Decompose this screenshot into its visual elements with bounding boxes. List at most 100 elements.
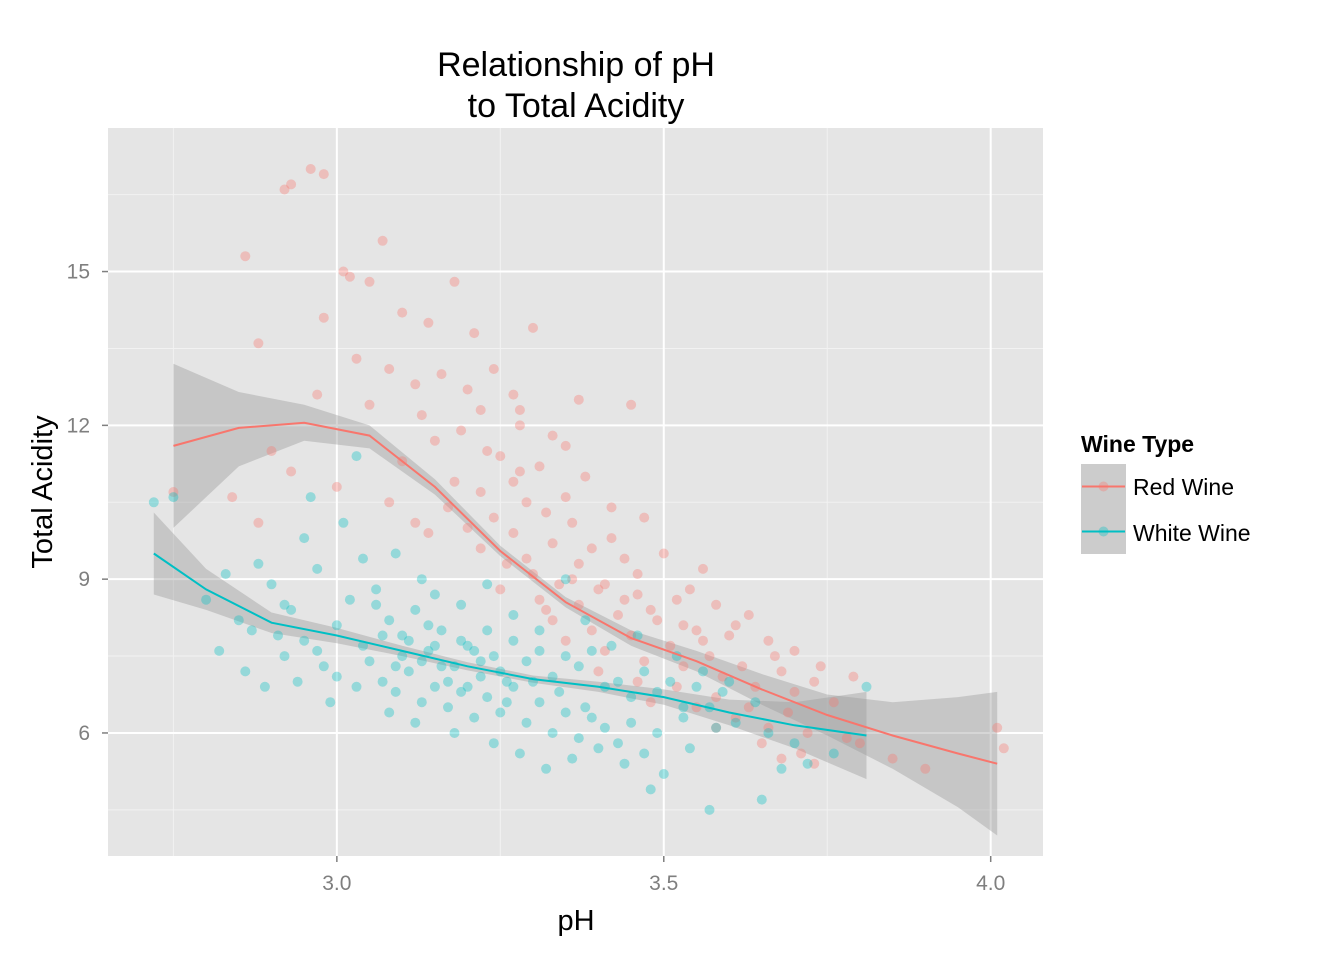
point-red-wine-28 (475, 405, 486, 415)
point-red-wine-62 (613, 610, 623, 620)
point-white-wine-120 (652, 686, 663, 697)
point-red-wine-128 (567, 517, 578, 528)
point-red-wine-107 (482, 446, 493, 456)
point-red-wine-93 (763, 722, 774, 733)
point-white-wine-10 (214, 645, 225, 656)
y-tick-label-6: 6 (78, 722, 90, 745)
point-red-wine-15 (253, 338, 264, 349)
point-red-wine-1 (286, 179, 297, 190)
point-red-wine-19 (488, 364, 499, 374)
point-white-wine-133 (560, 651, 571, 662)
point-white-wine-20 (384, 615, 395, 626)
point-white-wine-81 (351, 681, 362, 692)
point-white-wine-52 (652, 728, 663, 738)
point-red-wine-74 (776, 666, 787, 677)
point-red-wine-46 (586, 543, 597, 554)
point-red-wine-82 (789, 686, 800, 697)
point-red-wine-122 (253, 517, 264, 528)
legend-key-dot-white-wine (1098, 526, 1109, 537)
point-white-wine-98 (331, 671, 342, 682)
point-red-wine-78 (639, 656, 650, 667)
point-red-wine-126 (384, 497, 395, 508)
point-red-wine-76 (560, 635, 571, 646)
point-white-wine-5 (253, 558, 264, 569)
point-white-wine-46 (573, 733, 584, 744)
point-red-wine-134 (730, 620, 741, 631)
point-red-wine-58 (743, 610, 754, 620)
point-red-wine-3 (318, 169, 329, 180)
confidence-bands (153, 363, 998, 836)
point-red-wine-48 (658, 548, 669, 559)
point-white-wine-74 (632, 630, 643, 641)
legend-key-dot-red-wine (1098, 481, 1109, 492)
point-white-wine-128 (429, 640, 440, 651)
x-tick-label-4-0: 4.0 (976, 872, 1005, 895)
point-red-wine-45 (547, 538, 558, 549)
point-red-wine-66 (763, 635, 774, 646)
point-red-wine-109 (443, 502, 453, 513)
point-white-wine-2 (201, 594, 212, 605)
point-red-wine-13 (469, 328, 480, 339)
point-white-wine-139 (717, 686, 728, 697)
chart-title-line-2: to Total Acidity (468, 87, 685, 125)
point-white-wine-9 (312, 563, 323, 574)
point-red-wine-67 (789, 645, 800, 656)
point-white-wine-86 (514, 748, 525, 759)
point-red-wine-110 (488, 512, 499, 523)
point-white-wine-19 (371, 584, 382, 595)
point-white-wine-22 (410, 604, 421, 615)
point-white-wine-106 (501, 697, 512, 708)
point-red-wine-125 (331, 481, 342, 492)
point-white-wine-33 (403, 666, 414, 677)
chart-title: Relationship of pH to Total Acidity (437, 46, 715, 125)
point-white-wine-90 (619, 758, 630, 769)
point-white-wine-47 (586, 712, 597, 723)
point-red-wine-25 (312, 389, 323, 400)
y-axis: 6 9 12 15 (67, 261, 108, 745)
point-red-wine-118 (678, 620, 689, 631)
point-red-wine-8 (364, 276, 375, 287)
point-red-wine-4 (240, 251, 251, 262)
point-white-wine-84 (449, 728, 460, 738)
point-red-wine-37 (475, 487, 486, 497)
point-red-wine-14 (528, 322, 538, 333)
point-red-wine-112 (423, 528, 434, 538)
point-white-wine-124 (763, 728, 774, 738)
point-white-wine-126 (377, 630, 388, 641)
point-red-wine-64 (691, 625, 702, 636)
point-red-wine-106 (456, 425, 467, 436)
point-red-wine-29 (514, 420, 525, 431)
point-white-wine-71 (560, 574, 571, 585)
point-white-wine-96 (286, 604, 297, 615)
confidence-band-red-wine (173, 363, 998, 836)
point-white-wine-70 (534, 625, 545, 636)
point-red-wine-119 (698, 635, 708, 646)
point-white-wine-31 (377, 676, 388, 687)
point-red-wine-117 (645, 604, 656, 615)
smooth-lines (153, 421, 998, 765)
point-white-wine-30 (364, 656, 375, 667)
point-white-wine-113 (469, 645, 480, 656)
point-red-wine-98 (796, 748, 807, 759)
y-tick-label-9: 9 (78, 568, 90, 591)
point-red-wine-133 (684, 584, 695, 595)
point-red-wine-105 (998, 743, 1009, 754)
y-tick-label-12: 12 (67, 414, 90, 437)
point-red-wine-103 (776, 753, 787, 764)
point-white-wine-4 (233, 615, 244, 626)
point-red-wine-56 (671, 594, 682, 605)
point-red-wine-50 (475, 543, 486, 554)
y-tick-label-15: 15 (67, 261, 90, 284)
point-white-wine-6 (266, 579, 277, 590)
point-white-wine-50 (626, 717, 637, 728)
point-white-wine-118 (599, 681, 610, 692)
point-red-wine-88 (743, 702, 754, 713)
point-red-wine-79 (678, 661, 689, 672)
point-white-wine-138 (691, 681, 702, 692)
point-white-wine-58 (802, 758, 813, 769)
legend: Wine Type Red Wine White Wine (1081, 431, 1251, 554)
point-white-wine-88 (567, 753, 578, 764)
point-white-wine-105 (475, 656, 486, 667)
point-white-wine-13 (279, 651, 290, 662)
